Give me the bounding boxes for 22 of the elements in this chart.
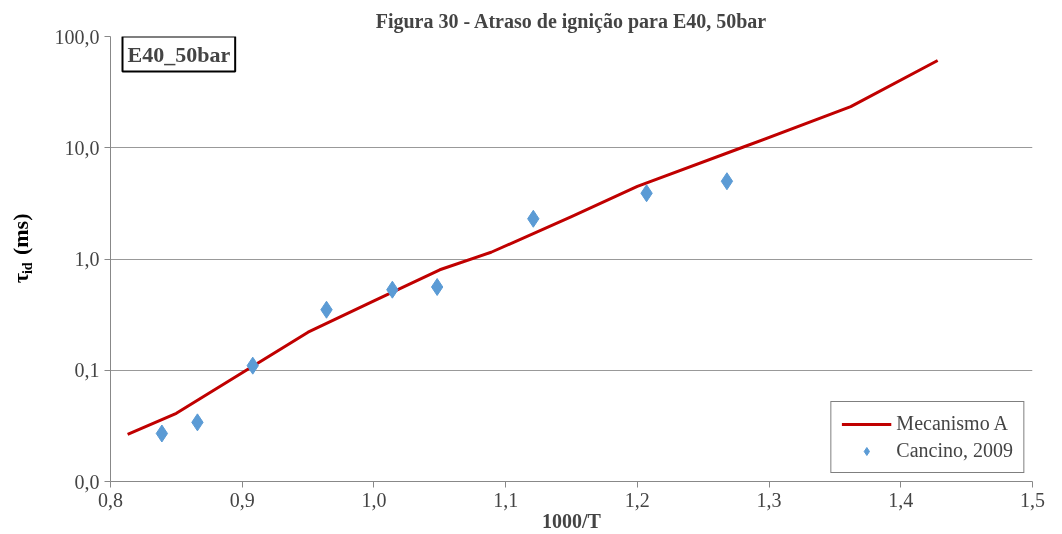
y-tick-label: 0,1 — [74, 359, 100, 382]
point — [430, 278, 444, 297]
x-axis-title: 1000/T — [542, 509, 602, 532]
legend-label: Cancino, 2009 — [896, 439, 1013, 462]
y-tick-label: 0,0 — [74, 470, 100, 493]
y-axis-title: τid (ms) — [8, 213, 35, 284]
x-tick-label: 0,8 — [98, 488, 123, 511]
y-tick-label: 100,0 — [54, 25, 100, 48]
x-tick-label: 1,2 — [624, 488, 650, 511]
y-tick-label: 1,0 — [74, 248, 100, 270]
y-tick-label: 10,0 — [64, 136, 100, 159]
x-tick-label: 1,3 — [756, 488, 782, 511]
x-tick-label: 0,9 — [229, 488, 255, 511]
x-tick-label: 1,1 — [493, 488, 519, 511]
point — [155, 424, 169, 443]
x-tick-label: 1,0 — [361, 488, 387, 511]
x-tick-label: 1,4 — [888, 488, 914, 511]
chart-title: Figura 30 - Atraso de ignição para E40, 50bar — [375, 9, 767, 33]
annotation: E40_50bar — [127, 41, 231, 67]
x-tick-label: 1,5 — [1020, 488, 1045, 511]
point — [720, 172, 734, 191]
legend-label: Mecanismo A — [896, 412, 1008, 435]
